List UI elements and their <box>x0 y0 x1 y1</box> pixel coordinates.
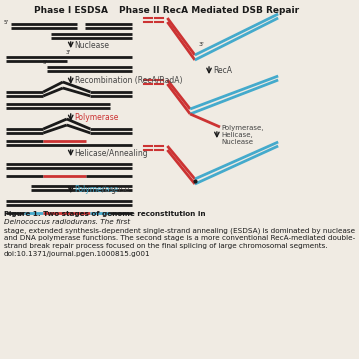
Text: Polymerase: Polymerase <box>75 186 119 195</box>
Text: Phase I ESDSA: Phase I ESDSA <box>34 6 108 15</box>
Text: stage, extended synthesis-dependent single-strand annealing (ESDSA) is dominated: stage, extended synthesis-dependent sing… <box>4 227 355 233</box>
Text: Phase II RecA Mediated DSB Repair: Phase II RecA Mediated DSB Repair <box>119 6 299 15</box>
Text: RecA: RecA <box>213 66 232 75</box>
Text: Deinococcus radiodurans. The first: Deinococcus radiodurans. The first <box>4 219 130 225</box>
Text: /Ligase: /Ligase <box>102 186 130 195</box>
Text: Polymerase,
Helicase,
Nuclease: Polymerase, Helicase, Nuclease <box>222 125 264 145</box>
Text: doi:10.1371/journal.pgen.1000815.g001: doi:10.1371/journal.pgen.1000815.g001 <box>4 251 150 257</box>
Text: Helicase/Annealing: Helicase/Annealing <box>75 149 148 158</box>
Text: 5': 5' <box>4 20 9 25</box>
Text: Recombination (RecA/RadA): Recombination (RecA/RadA) <box>75 76 182 85</box>
Text: 3': 3' <box>66 50 71 55</box>
Text: 5': 5' <box>42 60 47 65</box>
Text: and DNA polymerase functions. The second stage is a more conventional RecA-media: and DNA polymerase functions. The second… <box>4 235 355 241</box>
Text: 3': 3' <box>198 42 204 47</box>
Text: Nuclease: Nuclease <box>75 41 109 50</box>
Text: Polymerase: Polymerase <box>75 113 119 122</box>
Text: strand break repair process focused on the final splicing of large chromosomal s: strand break repair process focused on t… <box>4 243 327 249</box>
Text: Figure 1. Two stages of genome reconstitution in: Figure 1. Two stages of genome reconstit… <box>4 211 208 217</box>
